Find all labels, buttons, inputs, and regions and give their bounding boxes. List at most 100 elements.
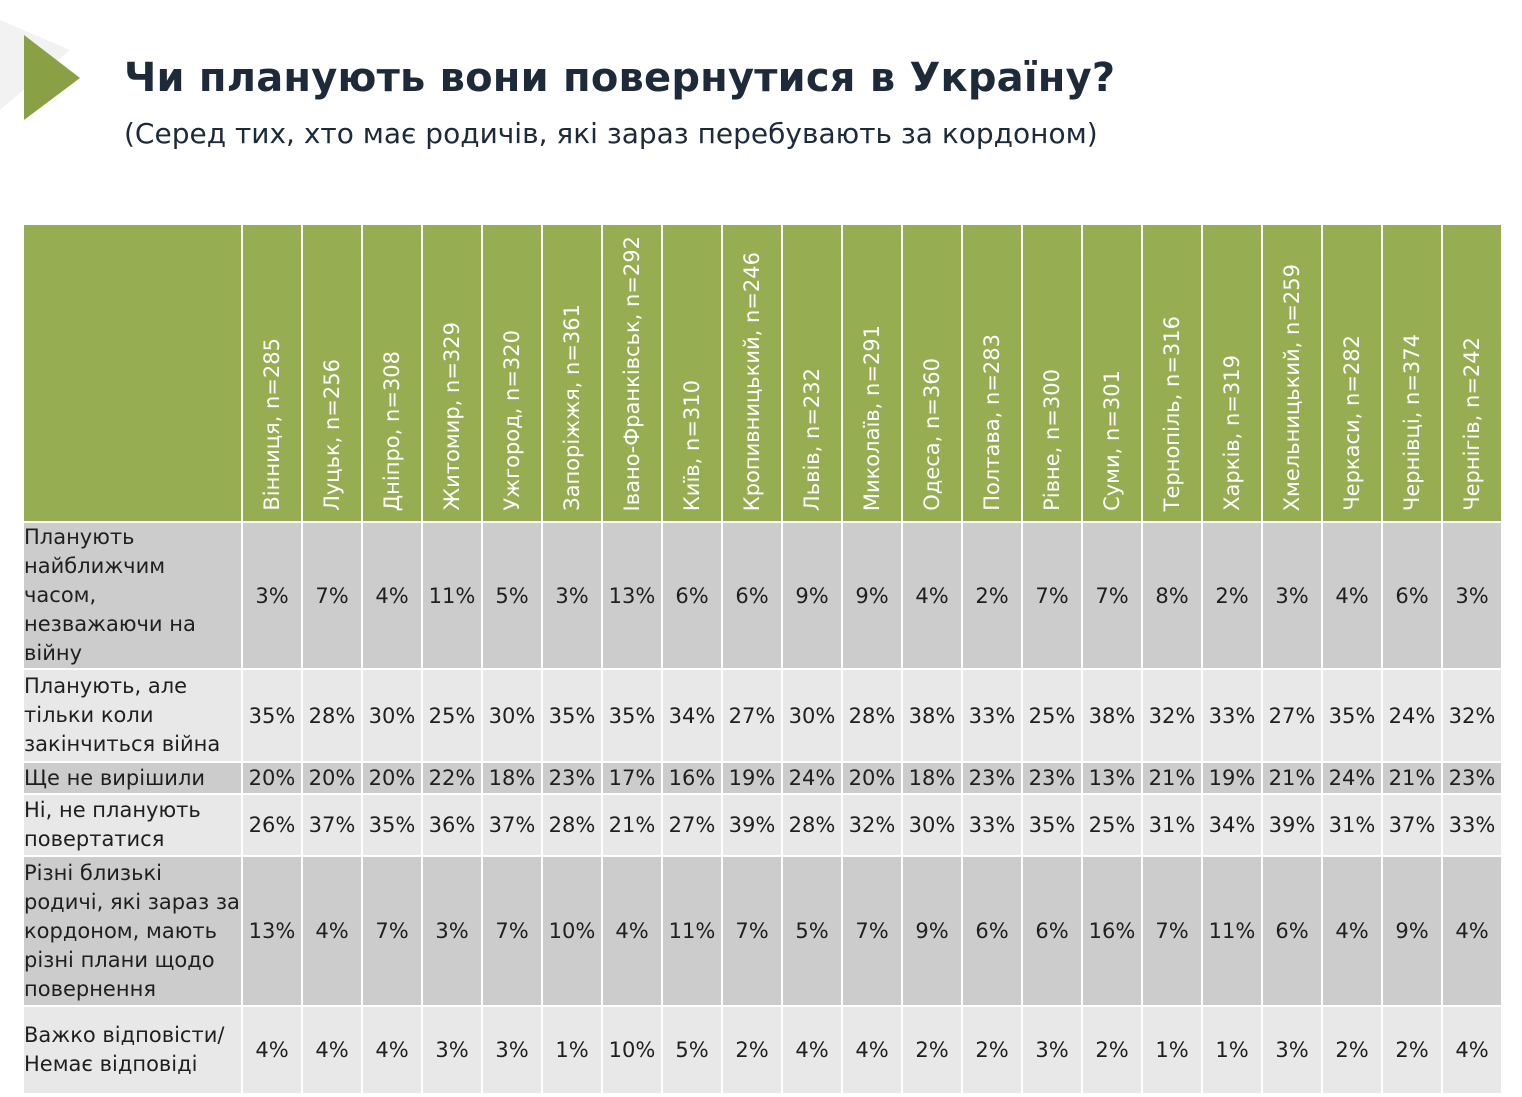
- value-cell: 3%: [543, 523, 601, 668]
- value-cell: 27%: [723, 670, 781, 761]
- value-cell: 19%: [723, 763, 781, 793]
- value-cell: 6%: [723, 523, 781, 668]
- value-cell: 4%: [303, 857, 361, 1005]
- column-header-label: Київ, n=310: [680, 379, 704, 511]
- value-cell: 34%: [663, 670, 721, 761]
- value-cell: 7%: [1143, 857, 1201, 1005]
- column-header: Хмельницький, n=259: [1263, 225, 1321, 521]
- value-cell: 28%: [303, 670, 361, 761]
- value-cell: 33%: [963, 670, 1021, 761]
- value-cell: 20%: [843, 763, 901, 793]
- value-cell: 23%: [1443, 763, 1501, 793]
- value-cell: 28%: [543, 795, 601, 855]
- column-header: Миколаїв, n=291: [843, 225, 901, 521]
- value-cell: 4%: [363, 1007, 421, 1093]
- value-cell: 3%: [423, 1007, 481, 1093]
- value-cell: 37%: [1383, 795, 1441, 855]
- value-cell: 38%: [1083, 670, 1141, 761]
- value-cell: 35%: [363, 795, 421, 855]
- value-cell: 18%: [483, 763, 541, 793]
- value-cell: 18%: [903, 763, 961, 793]
- value-cell: 6%: [663, 523, 721, 668]
- value-cell: 9%: [843, 523, 901, 668]
- value-cell: 13%: [603, 523, 661, 668]
- value-cell: 32%: [843, 795, 901, 855]
- value-cell: 23%: [1023, 763, 1081, 793]
- value-cell: 32%: [1143, 670, 1201, 761]
- value-cell: 10%: [543, 857, 601, 1005]
- value-cell: 7%: [1023, 523, 1081, 668]
- table-row: Важко відповісти/Немає відповіді 4% 4% 4…: [24, 1007, 1501, 1093]
- value-cell: 30%: [783, 670, 841, 761]
- value-cell: 4%: [1443, 857, 1501, 1005]
- value-cell: 33%: [1443, 795, 1501, 855]
- value-cell: 7%: [843, 857, 901, 1005]
- value-cell: 36%: [423, 795, 481, 855]
- value-cell: 24%: [1383, 670, 1441, 761]
- column-header-label: Суми, n=301: [1100, 370, 1124, 511]
- value-cell: 7%: [723, 857, 781, 1005]
- value-cell: 39%: [723, 795, 781, 855]
- value-cell: 4%: [783, 1007, 841, 1093]
- column-header: Суми, n=301: [1083, 225, 1141, 521]
- page-title: Чи планують вони повернутися в Україну?: [124, 55, 1116, 101]
- value-cell: 35%: [603, 670, 661, 761]
- value-cell: 35%: [1023, 795, 1081, 855]
- value-cell: 27%: [1263, 670, 1321, 761]
- value-cell: 1%: [1203, 1007, 1261, 1093]
- value-cell: 8%: [1143, 523, 1201, 668]
- value-cell: 10%: [603, 1007, 661, 1093]
- value-cell: 31%: [1143, 795, 1201, 855]
- column-header: Житомир, n=329: [423, 225, 481, 521]
- column-header-label: Рівне, n=300: [1040, 369, 1064, 511]
- value-cell: 4%: [603, 857, 661, 1005]
- value-cell: 28%: [843, 670, 901, 761]
- column-header-label: Миколаїв, n=291: [860, 324, 884, 511]
- value-cell: 21%: [1383, 763, 1441, 793]
- column-header: Ужгород, n=320: [483, 225, 541, 521]
- row-label: Планують найближчим часом, незважаючи на…: [24, 523, 241, 668]
- value-cell: 4%: [903, 523, 961, 668]
- value-cell: 4%: [243, 1007, 301, 1093]
- column-header: Полтава, n=283: [963, 225, 1021, 521]
- value-cell: 5%: [483, 523, 541, 668]
- row-label: Планують, але тільки коли закінчиться ві…: [24, 670, 241, 761]
- value-cell: 9%: [783, 523, 841, 668]
- row-label: Важко відповісти/Немає відповіді: [24, 1007, 241, 1093]
- value-cell: 13%: [1083, 763, 1141, 793]
- value-cell: 3%: [1263, 523, 1321, 668]
- value-cell: 2%: [723, 1007, 781, 1093]
- value-cell: 39%: [1263, 795, 1321, 855]
- value-cell: 4%: [843, 1007, 901, 1093]
- column-header: Одеса, n=360: [903, 225, 961, 521]
- value-cell: 25%: [1083, 795, 1141, 855]
- value-cell: 11%: [663, 857, 721, 1005]
- value-cell: 9%: [903, 857, 961, 1005]
- arrow-marker-icon: [24, 35, 80, 120]
- value-cell: 24%: [1323, 763, 1381, 793]
- value-cell: 11%: [1203, 857, 1261, 1005]
- value-cell: 4%: [1323, 523, 1381, 668]
- value-cell: 25%: [423, 670, 481, 761]
- value-cell: 4%: [363, 523, 421, 668]
- column-header-label: Чернігів, n=242: [1460, 337, 1484, 511]
- value-cell: 35%: [543, 670, 601, 761]
- value-cell: 30%: [483, 670, 541, 761]
- value-cell: 3%: [423, 857, 481, 1005]
- value-cell: 34%: [1203, 795, 1261, 855]
- value-cell: 37%: [303, 795, 361, 855]
- value-cell: 4%: [1443, 1007, 1501, 1093]
- value-cell: 3%: [243, 523, 301, 668]
- value-cell: 9%: [1383, 857, 1441, 1005]
- column-header: Кропивницький, n=246: [723, 225, 781, 521]
- value-cell: 21%: [1263, 763, 1321, 793]
- column-header: Львів, n=232: [783, 225, 841, 521]
- column-header-label: Львів, n=232: [800, 367, 824, 511]
- page-subtitle: (Серед тих, хто має родичів, які зараз п…: [124, 117, 1098, 150]
- value-cell: 37%: [483, 795, 541, 855]
- value-cell: 31%: [1323, 795, 1381, 855]
- table-row: Планують, але тільки коли закінчиться ві…: [24, 670, 1501, 761]
- column-header-label: Кропивницький, n=246: [740, 251, 764, 511]
- value-cell: 23%: [963, 763, 1021, 793]
- column-header-label: Луцьк, n=256: [320, 359, 344, 511]
